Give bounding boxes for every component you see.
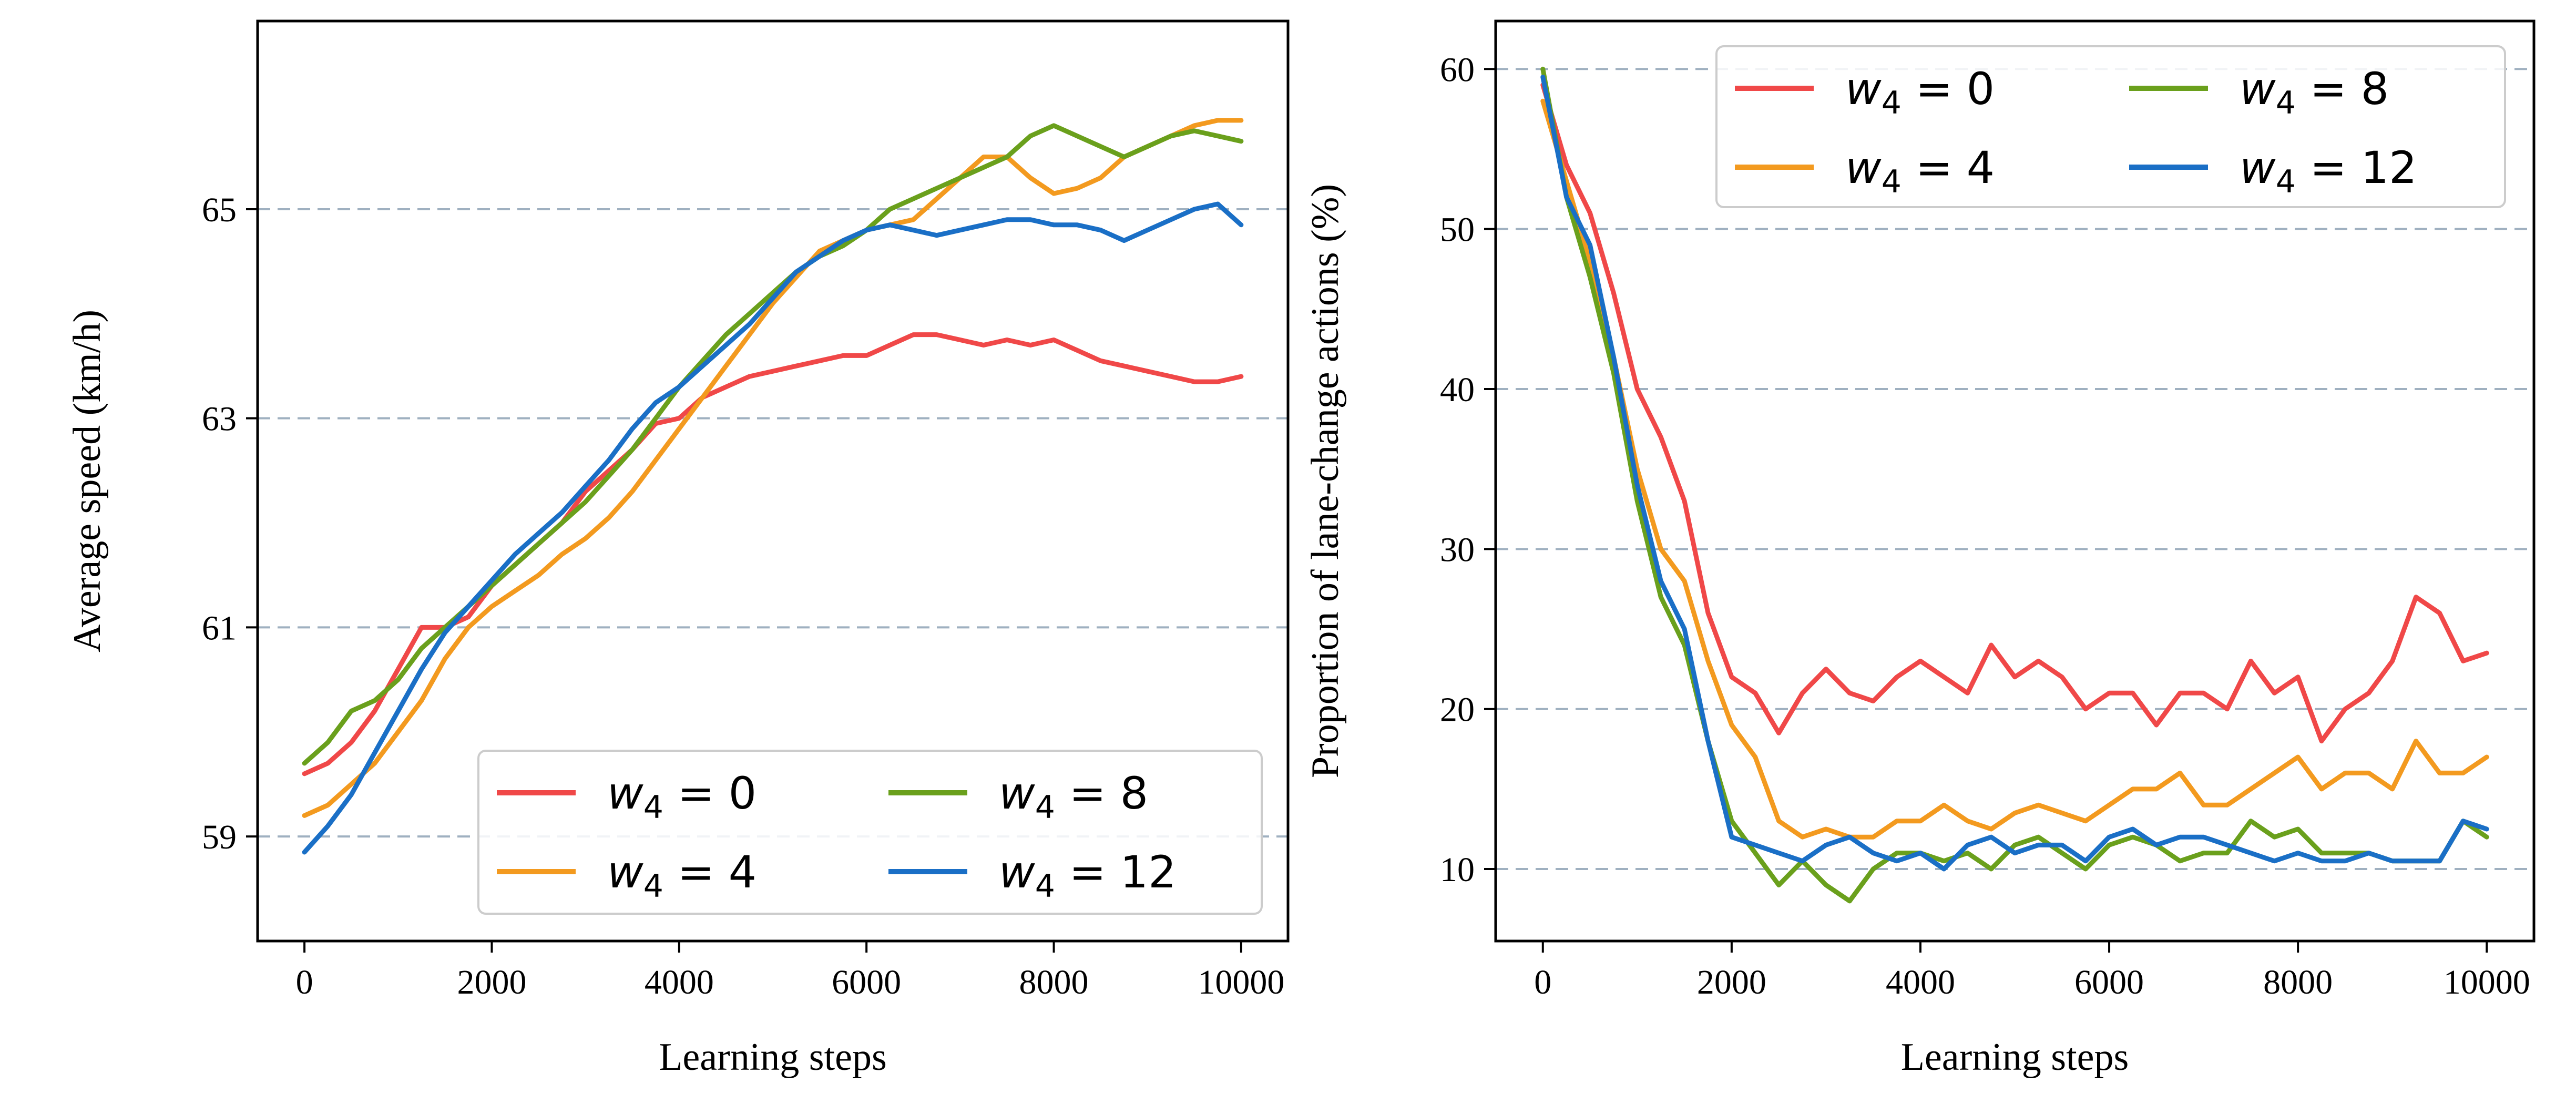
series-line-4	[1540, 75, 2489, 872]
y-tick-label: 65	[202, 191, 237, 229]
plot-frame	[256, 19, 1290, 943]
x-tick-label: 4000	[1886, 963, 1955, 1001]
legend-entry-label: w4 = 12	[999, 846, 1177, 905]
series-line-1	[1540, 83, 2489, 744]
x-tick-label: 10000	[1198, 963, 1284, 1001]
average-speed-chart: 59 61 63 65 0 2000 4000 6000 8000 10000 Learning s…	[66, 19, 1290, 1079]
legend-entry-label: w4 = 4	[607, 846, 757, 905]
legend-entry-label: w4 = 4	[1845, 142, 1995, 200]
y-tick-label: 30	[1440, 530, 1475, 569]
legend-box	[1715, 45, 2506, 208]
x-axis-label: Learning steps	[1901, 1036, 2129, 1079]
x-tick-label: 2000	[457, 963, 526, 1001]
legend-entry-label: w4 = 0	[1845, 63, 1995, 121]
y-tick-label: 40	[1440, 371, 1475, 409]
y-tick-label: 60	[1440, 50, 1475, 89]
y-axis-label: Average speed (km/h)	[66, 310, 109, 652]
x-tick-label: 0	[296, 963, 313, 1001]
lane-change-proportion-chart: 10 20 30 40 50 60 0 2000 4000 6000 8000 10000 Learni…	[1304, 19, 2536, 1079]
legend: w4 = 0 w4 = 4 w4 = 8 w4 = 12	[477, 750, 1263, 915]
x-tick-label: 6000	[2074, 963, 2144, 1001]
x-tick-label: 8000	[1019, 963, 1089, 1001]
legend-box	[477, 750, 1263, 915]
x-tick-label: 8000	[2263, 963, 2333, 1001]
x-tick-label: 10000	[2444, 963, 2530, 1001]
legend-entry-label: w4 = 8	[2240, 63, 2389, 121]
series-line-1	[302, 332, 1244, 776]
y-tick-label: 61	[202, 609, 237, 647]
plot-frame	[1494, 19, 2536, 943]
legend-entry-label: w4 = 0	[607, 768, 757, 826]
legend-entry-label: w4 = 12	[2240, 142, 2417, 200]
series-line-2	[1540, 98, 2489, 840]
x-tick-label: 0	[1534, 963, 1551, 1001]
x-tick-label: 4000	[645, 963, 714, 1001]
y-tick-label: 10	[1440, 851, 1475, 889]
y-tick-label: 63	[202, 400, 237, 438]
x-axis-label: Learning steps	[659, 1036, 887, 1079]
series-line-4	[302, 201, 1244, 855]
x-tick-label: 6000	[832, 963, 901, 1001]
y-axis-label: Proportion of lane-change actions (%)	[1304, 184, 1347, 778]
y-tick-label: 59	[202, 818, 237, 856]
legend-entry-label: w4 = 8	[999, 768, 1148, 826]
y-tick-label: 50	[1440, 211, 1475, 249]
series-line-2	[302, 118, 1244, 818]
legend: w4 = 0 w4 = 4 w4 = 8 w4 = 12	[1715, 45, 2506, 208]
y-tick-label: 20	[1440, 691, 1475, 729]
x-tick-label: 2000	[1697, 963, 1766, 1001]
